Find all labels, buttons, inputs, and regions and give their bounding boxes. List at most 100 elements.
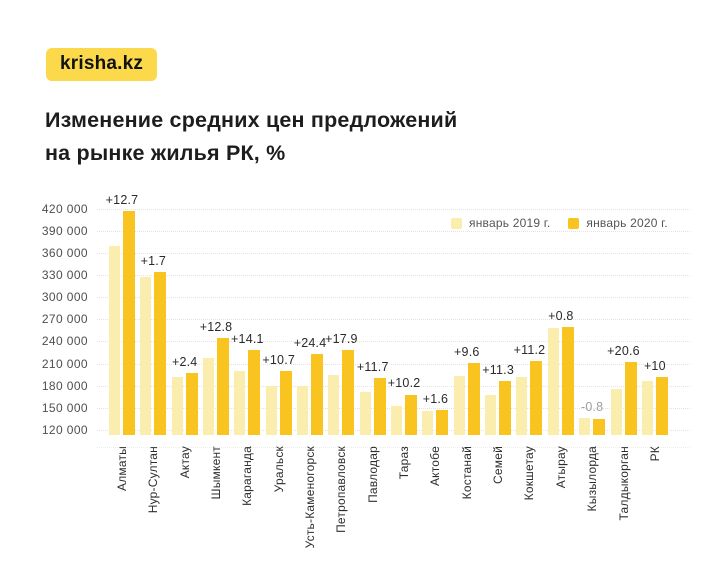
- city-label: Актау: [177, 446, 192, 479]
- city-label: Семей: [491, 446, 506, 484]
- bar-2019: [203, 358, 215, 435]
- bar-2020: [311, 354, 324, 435]
- bar-2019: [579, 418, 591, 435]
- bar-2019: [328, 375, 340, 435]
- change-percent-label: +0.8: [548, 308, 574, 323]
- y-tick-label: 180 000: [41, 378, 88, 393]
- bar-2019: [422, 411, 434, 435]
- x-axis-cell: Алматы: [109, 446, 135, 586]
- bar-2020: [561, 326, 574, 435]
- x-axis-cell: Актау: [172, 446, 198, 586]
- city-label: Алматы: [115, 446, 129, 491]
- city-label: Кокшетау: [522, 446, 537, 501]
- change-percent-label: +10.7: [262, 352, 296, 367]
- legend-item-2019: январь 2019 г.: [451, 216, 550, 230]
- bar-group: +2.4: [171, 355, 198, 435]
- bar-2020: [248, 350, 261, 435]
- y-axis: 420 000 390 000 360 000 330 000 300 000 270 0…: [0, 200, 88, 437]
- bar-2020: [593, 418, 606, 435]
- bar-2020: [499, 380, 512, 435]
- city-label: Талдыкорган: [616, 446, 631, 521]
- city-label: Шымкент: [209, 446, 224, 500]
- x-axis-cell: Актобе: [422, 446, 448, 586]
- bar-2019: [109, 245, 120, 435]
- bar-group: +17.9: [325, 332, 358, 435]
- bar-2019: [171, 376, 183, 435]
- krisha-logo-badge: krisha.kz: [46, 48, 158, 81]
- city-label: Уральск: [271, 446, 286, 493]
- change-percent-label: +1.7: [140, 254, 167, 269]
- y-tick-label: 240 000: [41, 334, 88, 349]
- bar-2019: [516, 376, 528, 435]
- gridline: [97, 297, 690, 299]
- legend-item-2020: январь 2020 г.: [568, 216, 668, 230]
- x-axis-cell: Уральск: [266, 446, 292, 586]
- city-label: Караганда: [240, 446, 255, 506]
- gridline: [97, 275, 690, 277]
- chart-legend: январь 2019 г. январь 2020 г.: [451, 216, 668, 230]
- bar-2019: [453, 376, 465, 435]
- change-percent-label: +11.2: [513, 342, 546, 357]
- x-axis-cell: Павлодар: [360, 446, 386, 586]
- legend-label-2020: январь 2020 г.: [586, 216, 668, 230]
- change-percent-label: +11.3: [482, 362, 514, 377]
- bar-2020: [123, 211, 135, 435]
- bar-2020: [436, 410, 449, 435]
- y-tick-label: 150 000: [41, 400, 88, 415]
- bar-2020: [185, 373, 198, 435]
- change-percent-label: +9.6: [454, 344, 480, 359]
- bar-group: +1.7: [140, 254, 167, 435]
- y-tick-label: 420 000: [41, 201, 88, 216]
- city-label: Атырау: [553, 446, 568, 489]
- x-axis-cell: Кызылорда: [579, 446, 605, 586]
- y-tick-label: 390 000: [41, 223, 88, 238]
- bar-group: +1.6: [422, 392, 449, 435]
- legend-swatch-2020: [568, 217, 580, 229]
- change-percent-label: +14.1: [231, 332, 264, 347]
- bar-2019: [265, 385, 277, 435]
- bar-group: +11.2: [514, 343, 545, 435]
- bar-group: -0.8: [579, 400, 606, 435]
- bar-2020: [373, 377, 386, 435]
- bar-2019: [297, 386, 309, 435]
- city-label: Актобе: [428, 446, 443, 487]
- y-tick-label: 120 000: [41, 422, 88, 437]
- x-axis-cell: Шымкент: [203, 446, 229, 586]
- x-axis-cell: Нур-Султан: [140, 446, 166, 586]
- bar-2020: [655, 376, 668, 435]
- city-label: РК: [647, 446, 662, 462]
- bars-row: +12.7 +1.7 +2.4 +12.8 +14.1 +10.7 +24.4 +17.9 +1…: [97, 193, 690, 435]
- x-axis-cell: Караганда: [234, 446, 260, 586]
- chart-title-line1: Изменение средних цен предложений: [45, 108, 458, 132]
- bar-group: +12.8: [200, 320, 232, 435]
- bar-group: +24.4: [294, 336, 326, 435]
- y-tick-label: 210 000: [41, 356, 88, 371]
- change-percent-label: +10.2: [387, 376, 421, 391]
- y-tick-label: 300 000: [41, 290, 88, 305]
- bar-2020: [467, 362, 480, 435]
- y-tick-label: 360 000: [41, 246, 88, 261]
- bar-2019: [391, 405, 403, 435]
- bar-group: +9.6: [453, 345, 480, 435]
- x-axis-cell: Костанай: [454, 446, 480, 586]
- x-axis-cell: Семей: [485, 446, 511, 586]
- y-tick-label: 330 000: [41, 268, 88, 283]
- change-percent-label: +11.7: [356, 359, 389, 374]
- bar-group: +14.1: [231, 332, 263, 435]
- change-percent-label: +1.6: [422, 391, 449, 406]
- change-percent-label: +24.4: [293, 335, 327, 350]
- bar-2019: [547, 328, 559, 435]
- bar-2019: [485, 394, 497, 435]
- bar-group: +0.8: [547, 309, 574, 435]
- city-label: Кызылорда: [585, 446, 600, 512]
- bar-2019: [359, 392, 371, 435]
- gridline: [97, 253, 690, 255]
- bar-2019: [641, 380, 653, 435]
- change-percent-label: +12.8: [199, 319, 233, 334]
- bar-2020: [342, 349, 355, 435]
- bar-group: +12.7: [106, 193, 138, 435]
- bar-2019: [610, 388, 622, 435]
- city-label: Усть-Каменогорск: [303, 446, 318, 549]
- city-label: Костанай: [459, 446, 474, 500]
- x-axis-cell: РК: [642, 446, 668, 586]
